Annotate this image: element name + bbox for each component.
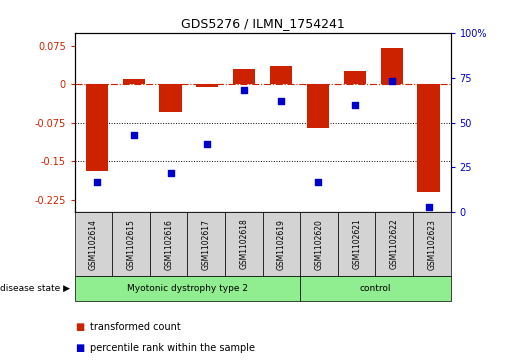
Text: GSM1102618: GSM1102618 (239, 219, 248, 269)
Text: GSM1102622: GSM1102622 (390, 219, 399, 269)
Text: ■: ■ (75, 322, 84, 332)
Point (130, 132, 138, 138)
Bar (75, 276, 300, 301)
Bar (300, 276, 451, 301)
Title: GDS5276 / ILMN_1754241: GDS5276 / ILMN_1754241 (181, 17, 345, 30)
Text: GSM1102621: GSM1102621 (352, 219, 361, 269)
Bar (375, 212, 413, 276)
Bar (160, 84, 182, 112)
Text: GSM1102615: GSM1102615 (127, 219, 135, 270)
Point (240, 87, 248, 93)
Text: GSM1102616: GSM1102616 (164, 219, 173, 270)
Bar (85, 84, 108, 171)
Point (203, 141, 212, 147)
Bar (263, 212, 300, 276)
Bar (300, 212, 338, 276)
Text: disease state ▶: disease state ▶ (0, 284, 70, 293)
Bar (187, 212, 225, 276)
Bar (338, 212, 375, 276)
Bar (413, 212, 451, 276)
Bar (270, 66, 292, 84)
Bar (196, 84, 218, 86)
Bar (123, 79, 145, 84)
Text: control: control (359, 284, 391, 293)
Point (277, 98, 285, 104)
Point (93, 179, 101, 185)
Text: GSM1102617: GSM1102617 (202, 219, 211, 270)
Bar (150, 212, 187, 276)
Bar (233, 69, 255, 84)
Text: GSM1102619: GSM1102619 (277, 219, 286, 270)
Bar (344, 71, 366, 84)
Text: GSM1102614: GSM1102614 (89, 219, 98, 270)
Text: percentile rank within the sample: percentile rank within the sample (90, 343, 255, 354)
Text: GSM1102623: GSM1102623 (427, 219, 436, 270)
Point (166, 170, 175, 176)
Point (424, 204, 433, 210)
Text: ■: ■ (75, 343, 84, 354)
Bar (381, 48, 403, 84)
Bar (112, 212, 150, 276)
Bar (75, 212, 112, 276)
Bar (225, 212, 263, 276)
Bar (307, 84, 329, 128)
Point (387, 78, 396, 84)
Point (351, 102, 359, 107)
Text: GSM1102620: GSM1102620 (315, 219, 323, 270)
Bar (418, 84, 440, 192)
Text: transformed count: transformed count (90, 322, 181, 332)
Text: Myotonic dystrophy type 2: Myotonic dystrophy type 2 (127, 284, 248, 293)
Point (314, 179, 322, 185)
